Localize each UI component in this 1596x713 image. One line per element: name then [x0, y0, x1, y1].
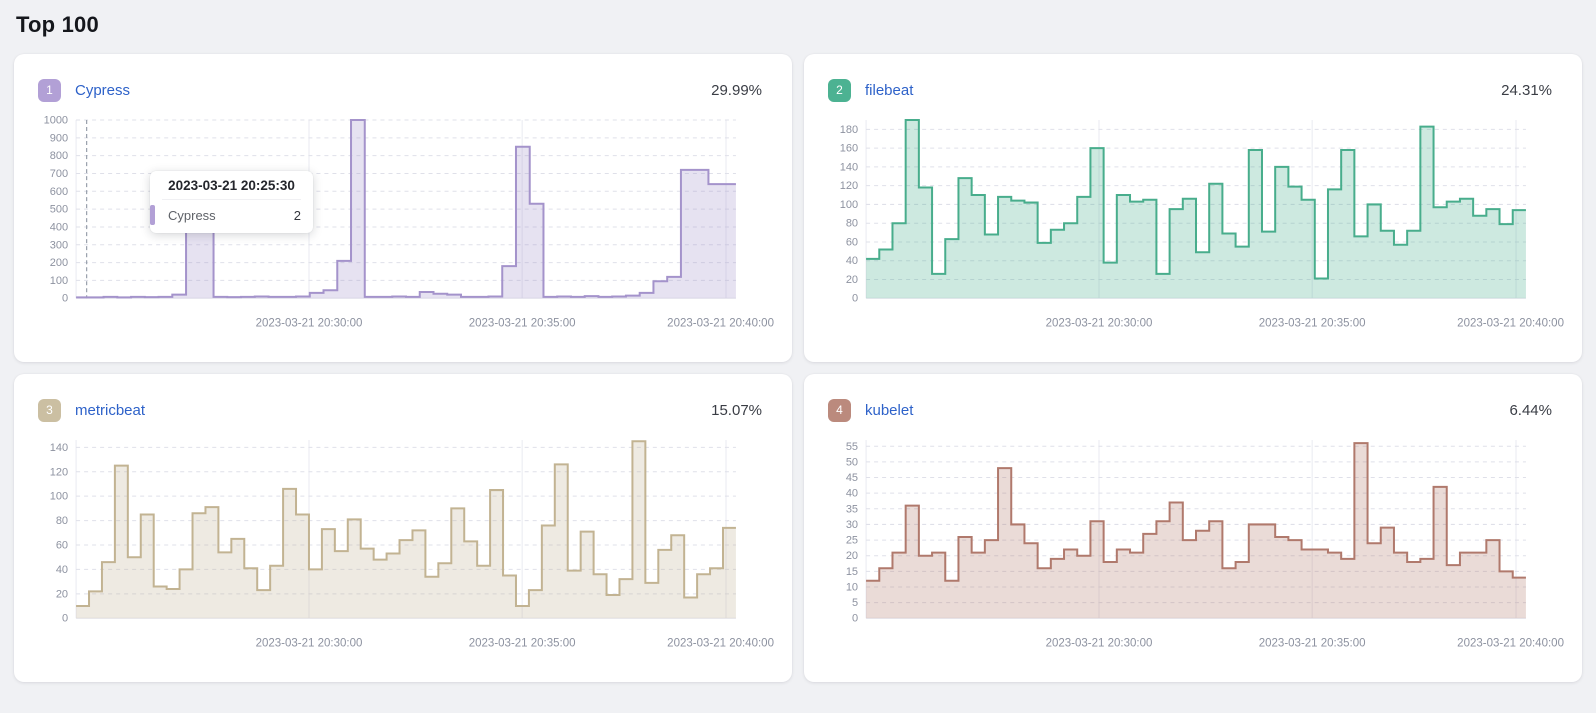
tooltip-series-name: Cypress [168, 207, 216, 223]
x-tick-label: 2023-03-21 20:35:00 [1259, 637, 1366, 649]
y-tick-label: 300 [50, 239, 68, 251]
area-chart-filebeat[interactable]: 0 20 40 60 80 100 120 140 160 180 2023-03-21 20:30… [820, 110, 1566, 340]
y-tick-label: 25 [846, 535, 858, 547]
series-line [866, 119, 1526, 280]
x-tick-label: 2023-03-21 20:40:00 [1457, 637, 1564, 649]
chart-card-filebeat: 2 filebeat 24.31% 0 20 40 60 80 100 120 140 160 1… [804, 54, 1582, 362]
rank-badge: 3 [38, 398, 61, 422]
y-tick-label: 120 [840, 180, 858, 192]
area-chart-kubelet[interactable]: 0 5 10 15 20 25 30 35 40 45 50 55 2023-03-21 20:30:0… [820, 430, 1566, 660]
area-chart-metricbeat[interactable]: 0 20 40 60 80 100 120 140 2023-03-21 20:30:00 202… [30, 430, 776, 660]
series-line [76, 440, 736, 608]
y-tick-label: 20 [846, 274, 858, 286]
y-tick-label: 140 [50, 442, 68, 454]
x-tick-label: 2023-03-21 20:30:00 [256, 317, 363, 329]
y-tick-label: 500 [50, 204, 68, 216]
rank-badge: 2 [828, 78, 851, 102]
y-tick-label: 180 [840, 124, 858, 136]
y-tick-label: 100 [50, 275, 68, 287]
y-tick-label: 35 [846, 503, 858, 515]
y-tick-label: 40 [846, 488, 858, 500]
percentage-value: 24.31% [1501, 81, 1552, 99]
card-header: 3 metricbeat 15.07% [30, 398, 776, 422]
percentage-value: 29.99% [711, 81, 762, 99]
y-tick-label: 20 [56, 588, 68, 600]
card-header: 1 Cypress 29.99% [30, 78, 776, 102]
chart-area: 0 5 10 15 20 25 30 35 40 45 50 55 2023-03-21 20:30:0… [820, 430, 1566, 660]
y-tick-label: 800 [50, 150, 68, 162]
y-tick-label: 1000 [44, 115, 68, 127]
y-tick-label: 5 [852, 597, 858, 609]
y-tick-label: 140 [840, 161, 858, 173]
page-title: Top 100 [16, 12, 99, 37]
series-line [76, 119, 736, 299]
series-swatch [150, 205, 155, 225]
y-tick-label: 10 [846, 581, 858, 593]
x-tick-label: 2023-03-21 20:40:00 [1457, 317, 1564, 329]
y-tick-label: 80 [56, 515, 68, 527]
tooltip-timestamp: 2023-03-21 20:25:30 [162, 178, 301, 200]
y-tick-label: 900 [50, 132, 68, 144]
y-tick-label: 0 [62, 293, 68, 305]
percentage-value: 15.07% [711, 401, 762, 419]
grid [865, 440, 1526, 619]
y-tick-label: 60 [846, 236, 858, 248]
chart-card-kubelet: 4 kubelet 6.44% 0 5 10 15 20 25 30 35 40 45 50 55 20… [804, 374, 1582, 682]
tooltip-series-value: 2 [293, 207, 301, 223]
x-tick-label: 2023-03-21 20:35:00 [1259, 317, 1366, 329]
area-chart-cypress[interactable]: 0 100 200 300 400 500 600 700 800 900 1000 2023-03-… [30, 110, 776, 340]
chart-area: 0 100 200 300 400 500 600 700 800 900 1000 2023-03-… [30, 110, 776, 340]
y-tick-label: 160 [840, 143, 858, 155]
series-link-metricbeat[interactable]: metricbeat [75, 401, 146, 419]
y-tick-label: 700 [50, 168, 68, 180]
x-tick-label: 2023-03-21 20:30:00 [1046, 637, 1153, 649]
y-tick-label: 100 [840, 199, 858, 211]
y-tick-label: 120 [50, 466, 68, 478]
y-tick-label: 100 [50, 491, 68, 503]
series-link-filebeat[interactable]: filebeat [865, 81, 914, 99]
rank-badge: 4 [828, 398, 851, 422]
grid [75, 440, 736, 619]
series-link-cypress[interactable]: Cypress [75, 81, 131, 99]
x-tick-label: 2023-03-21 20:40:00 [667, 637, 774, 649]
y-tick-label: 45 [846, 472, 858, 484]
chart-card-metricbeat: 3 metricbeat 15.07% 0 20 40 60 80 100 120 140 20… [14, 374, 792, 682]
y-tick-label: 15 [846, 566, 858, 578]
series-link-kubelet[interactable]: kubelet [865, 401, 914, 419]
y-tick-label: 80 [846, 218, 858, 230]
y-tick-label: 40 [56, 564, 68, 576]
series-line [866, 442, 1526, 582]
x-tick-label: 2023-03-21 20:30:00 [256, 637, 363, 649]
y-tick-label: 400 [50, 221, 68, 233]
card-header: 4 kubelet 6.44% [820, 398, 1566, 422]
series-area [76, 441, 736, 619]
y-tick-label: 0 [852, 293, 858, 305]
y-tick-label: 200 [50, 257, 68, 269]
chart-card-cypress: 1 Cypress 29.99% 0 100 200 300 400 500 600 700 8… [14, 54, 792, 362]
grid [75, 119, 736, 299]
card-header: 2 filebeat 24.31% [820, 78, 1566, 102]
y-tick-label: 600 [50, 186, 68, 198]
percentage-value: 6.44% [1509, 401, 1552, 419]
chart-area: 0 20 40 60 80 100 120 140 160 180 2023-03-21 20:30… [820, 110, 1566, 340]
y-tick-label: 20 [846, 550, 858, 562]
x-tick-label: 2023-03-21 20:35:00 [469, 317, 576, 329]
tooltip-series-row: Cypress 2 [150, 205, 301, 225]
y-tick-label: 50 [846, 456, 858, 468]
x-tick-label: 2023-03-21 20:30:00 [1046, 317, 1153, 329]
chart-tooltip: 2023-03-21 20:25:30 Cypress 2 [150, 171, 313, 233]
rank-badge: 1 [38, 78, 61, 102]
y-tick-label: 40 [846, 255, 858, 267]
y-tick-label: 0 [62, 613, 68, 625]
chart-area: 0 20 40 60 80 100 120 140 2023-03-21 20:30:00 202… [30, 430, 776, 660]
x-tick-label: 2023-03-21 20:35:00 [469, 637, 576, 649]
y-tick-label: 0 [852, 613, 858, 625]
y-tick-label: 30 [846, 519, 858, 531]
y-tick-label: 60 [56, 540, 68, 552]
x-tick-label: 2023-03-21 20:40:00 [667, 317, 774, 329]
cards-grid: 1 Cypress 29.99% 0 100 200 300 400 500 600 700 8… [0, 38, 1596, 682]
y-tick-label: 55 [846, 441, 858, 453]
